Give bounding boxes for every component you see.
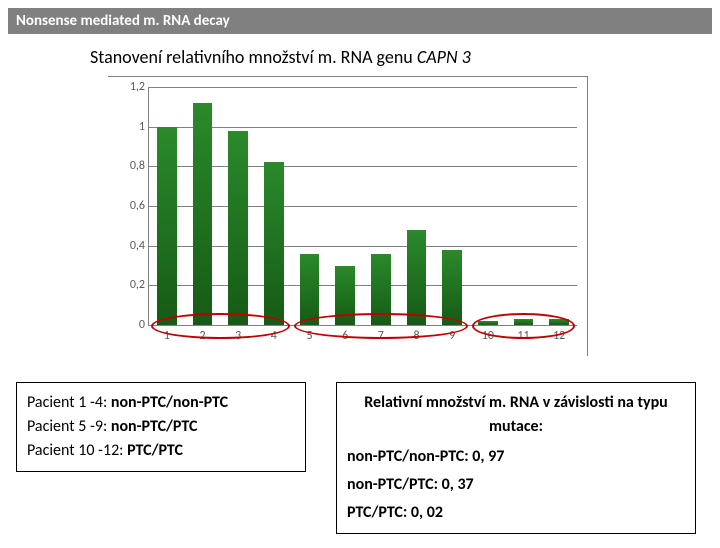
chart-gridline <box>149 127 577 128</box>
patient-line-3-bold: PTC/PTC <box>127 441 183 460</box>
patient-line-2: Pacient 5 -9: non-PTC/PTC <box>27 415 295 439</box>
chart-ytick: 0,4 <box>113 239 145 253</box>
chart-ytick: 0,8 <box>113 159 145 173</box>
patient-line-2-bold: non-PTC/PTC <box>111 417 198 436</box>
chart-ytick: 0,6 <box>113 199 145 213</box>
patient-line-1: Pacient 1 -4: non-PTC/non-PTC <box>27 391 295 415</box>
chart-gridline <box>149 206 577 207</box>
patient-line-1-bold: non-PTC/non-PTC <box>111 393 228 412</box>
chart-ytick: 1 <box>113 120 145 134</box>
chart-bar <box>300 254 320 325</box>
subtitle: Stanovení relativního množství m. RNA ge… <box>90 46 720 68</box>
chart-group-ellipse <box>151 313 289 339</box>
chart-group-ellipse <box>294 313 468 339</box>
chart-bar <box>193 103 213 325</box>
chart-bar <box>442 250 462 325</box>
relative-line-1: non-PTC/non-PTC: 0, 97 <box>347 445 685 469</box>
chart-gridline <box>149 87 577 88</box>
chart-gridline <box>149 246 577 247</box>
chart-bar <box>407 230 427 325</box>
chart-group-ellipse <box>472 313 575 339</box>
patient-line-3-prefix: Pacient 10 -12: <box>27 441 127 460</box>
header-title: Nonsense mediated m. RNA decay <box>16 12 230 30</box>
chart-bar <box>157 127 177 325</box>
header-bar: Nonsense mediated m. RNA decay <box>8 8 712 34</box>
relative-title: Relativní množství m. RNA v závislosti n… <box>347 391 685 439</box>
patient-line-1-prefix: Pacient 1 -4: <box>27 393 111 412</box>
chart-ytick: 0,2 <box>113 278 145 292</box>
relative-values-box: Relativní množství m. RNA v závislosti n… <box>336 382 696 534</box>
chart-gridline <box>149 285 577 286</box>
chart-container: 00,20,40,60,811,2123456789101112 <box>108 76 588 356</box>
relative-line-2: non-PTC/PTC: 0, 37 <box>347 473 685 497</box>
patient-line-3: Pacient 10 -12: PTC/PTC <box>27 439 295 463</box>
chart-plot-area: 00,20,40,60,811,2123456789101112 <box>148 87 577 326</box>
chart-bar <box>228 131 248 325</box>
patient-line-2-prefix: Pacient 5 -9: <box>27 417 111 436</box>
chart-ytick: 1,2 <box>113 80 145 94</box>
patient-groups-box: Pacient 1 -4: non-PTC/non-PTC Pacient 5 … <box>16 382 306 472</box>
chart-bar <box>264 162 284 325</box>
subtitle-prefix: Stanovení relativního množství m. RNA ge… <box>90 46 417 68</box>
chart-gridline <box>149 166 577 167</box>
relative-line-3: PTC/PTC: 0, 02 <box>347 501 685 525</box>
chart-ytick: 0 <box>113 318 145 332</box>
bottom-row: Pacient 1 -4: non-PTC/non-PTC Pacient 5 … <box>16 382 704 534</box>
subtitle-gene: CAPN 3 <box>417 46 471 68</box>
